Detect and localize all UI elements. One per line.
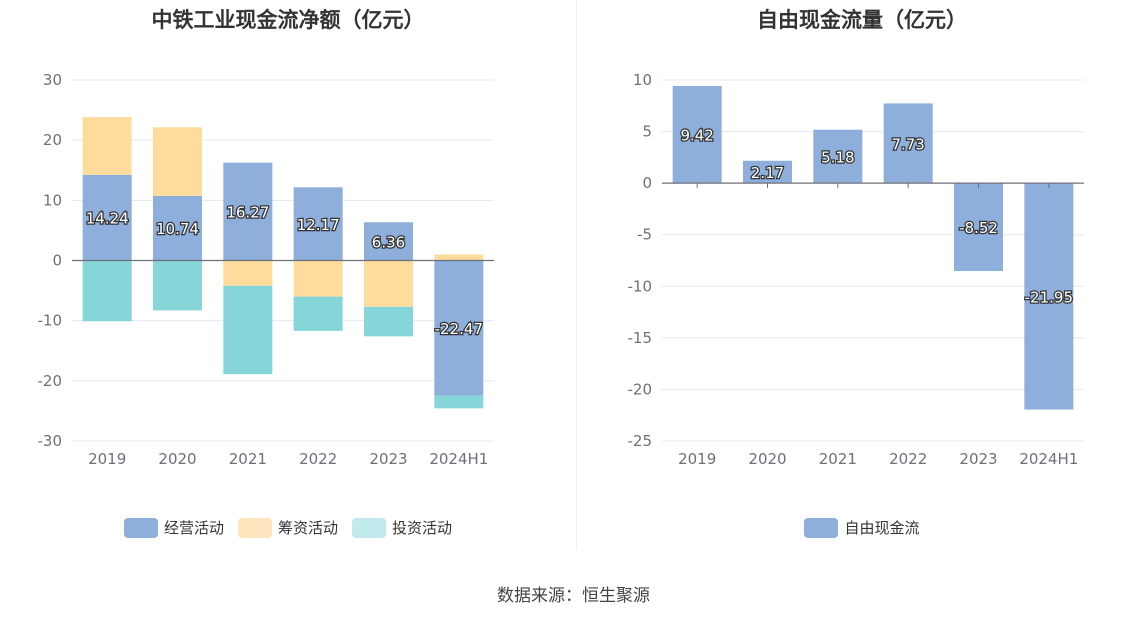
bar xyxy=(293,260,343,297)
x-tick-label: 2023 xyxy=(369,450,407,468)
bar xyxy=(293,187,343,261)
y-tick-label: 0 xyxy=(642,174,652,192)
panel-divider xyxy=(576,0,577,550)
x-tick-label: 2024H1 xyxy=(429,450,488,468)
y-tick-label: -20 xyxy=(38,372,63,390)
data-label: 10.74 xyxy=(156,220,199,238)
x-tick-label: 2023 xyxy=(959,450,997,468)
left-chart-legend: 经营活动 筹资活动 投资活动 xyxy=(0,517,576,538)
legend-item-operating[interactable]: 经营活动 xyxy=(123,517,224,538)
bar xyxy=(223,162,273,261)
bar xyxy=(364,260,413,307)
y-tick-label: 30 xyxy=(43,71,62,89)
y-tick-label: 0 xyxy=(52,252,62,270)
left-chart-plot: -30 -20 -10 0 10 20 30 2019 2020 2021 2022 2023 2024… xyxy=(38,71,494,468)
legend-label-investing: 投资活动 xyxy=(392,519,453,537)
bar xyxy=(153,127,202,196)
legend-item-financing[interactable]: 筹资活动 xyxy=(237,517,338,538)
data-label: 7.73 xyxy=(891,135,924,153)
data-source-note: 数据来源：恒生聚源 xyxy=(497,586,650,606)
bar xyxy=(153,260,202,311)
data-label: 9.42 xyxy=(680,127,713,145)
y-tick-label: -15 xyxy=(628,329,653,347)
bar xyxy=(1024,183,1074,410)
x-tick-label: 2022 xyxy=(889,450,927,468)
legend-label-free-cash-flow: 自由现金流 xyxy=(844,519,920,537)
y-tick-label: 5 xyxy=(642,123,652,141)
bar xyxy=(153,195,202,261)
legend-item-free-cash-flow[interactable]: 自由现金流 xyxy=(804,517,920,538)
legend-swatch-investing xyxy=(352,517,386,538)
bar xyxy=(82,260,132,322)
right-chart-panel: 自由现金流量（亿元） -25 -20 -15 -10 -5 0 5 10 2019 2020 202… xyxy=(577,0,1147,560)
bar xyxy=(434,395,484,409)
data-label: -22.47 xyxy=(435,320,483,338)
legend-swatch-free-cash-flow xyxy=(804,517,839,538)
bar xyxy=(82,117,132,175)
y-tick-label: -25 xyxy=(628,432,653,450)
data-label: 14.24 xyxy=(86,210,129,228)
bar xyxy=(883,103,933,184)
bar xyxy=(954,183,1003,272)
legend-label-financing: 筹资活动 xyxy=(277,519,338,537)
x-tick-label: 2022 xyxy=(299,450,337,468)
y-tick-label: 10 xyxy=(633,71,652,89)
left-chart-title: 中铁工业现金流净额（亿元） xyxy=(151,8,425,32)
bar xyxy=(434,254,484,261)
data-label: 2.17 xyxy=(751,164,784,182)
bar xyxy=(364,306,413,337)
legend-item-investing[interactable]: 投资活动 xyxy=(352,517,452,538)
y-tick-label: -5 xyxy=(637,226,652,244)
right-chart-legend: 自由现金流 xyxy=(577,517,1147,538)
bar xyxy=(223,260,273,286)
right-chart-title: 自由现金流量（亿元） xyxy=(757,8,967,32)
x-tick-label: 2020 xyxy=(748,450,786,468)
data-label: 12.17 xyxy=(297,216,340,234)
y-tick-label: -10 xyxy=(38,312,63,330)
legend-swatch-operating xyxy=(123,517,158,538)
y-tick-label: -30 xyxy=(38,432,63,450)
bar xyxy=(293,296,343,331)
data-label: 5.18 xyxy=(821,148,854,166)
y-tick-label: -20 xyxy=(628,380,653,398)
bar xyxy=(364,222,413,261)
bar xyxy=(672,85,722,184)
right-chart-plot: -25 -20 -15 -10 -5 0 5 10 2019 2020 2021 2022 2023 20… xyxy=(628,71,1084,468)
data-label: 16.27 xyxy=(226,204,269,222)
bar xyxy=(434,260,484,396)
x-tick-label: 2019 xyxy=(88,450,126,468)
legend-swatch-financing xyxy=(237,517,272,538)
x-tick-label: 2019 xyxy=(678,450,716,468)
bar xyxy=(743,160,792,184)
bar xyxy=(82,174,132,261)
data-label: -21.95 xyxy=(1025,288,1073,306)
legend-label-operating: 经营活动 xyxy=(163,519,224,537)
left-chart-panel: 中铁工业现金流净额（亿元） -30 -20 -10 0 10 20 30 2019 2020 20… xyxy=(0,0,576,560)
x-tick-label: 2020 xyxy=(158,450,196,468)
y-tick-label: 10 xyxy=(43,191,62,209)
data-label: -8.52 xyxy=(959,219,998,237)
y-tick-label: 20 xyxy=(43,131,62,149)
x-tick-label: 2021 xyxy=(819,450,857,468)
data-label: 6.36 xyxy=(372,233,405,251)
bar xyxy=(223,285,273,375)
x-tick-label: 2024H1 xyxy=(1019,450,1078,468)
bar xyxy=(813,129,863,184)
x-tick-label: 2021 xyxy=(229,450,267,468)
y-tick-label: -10 xyxy=(628,277,653,295)
